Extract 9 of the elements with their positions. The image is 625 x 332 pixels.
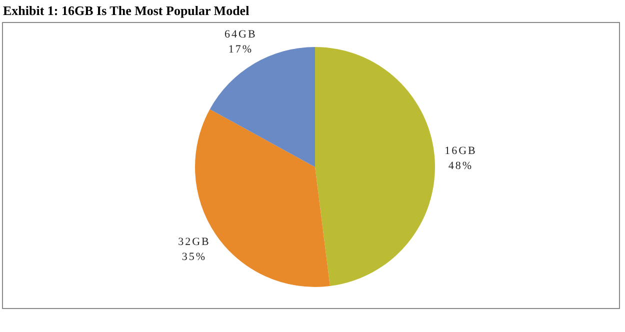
pie-slice (210, 47, 315, 167)
data-label: 17% (228, 43, 254, 56)
slice-label: 32GB (178, 236, 210, 248)
slice-label: 64GB (224, 28, 257, 40)
data-label: 35% (182, 251, 207, 264)
data-label: 48% (448, 160, 474, 172)
slice-label: 16GB (444, 144, 477, 157)
pie-slice (315, 47, 435, 286)
chart-title: Exhibit 1: 16GB Is The Most Popular Model (3, 3, 250, 18)
